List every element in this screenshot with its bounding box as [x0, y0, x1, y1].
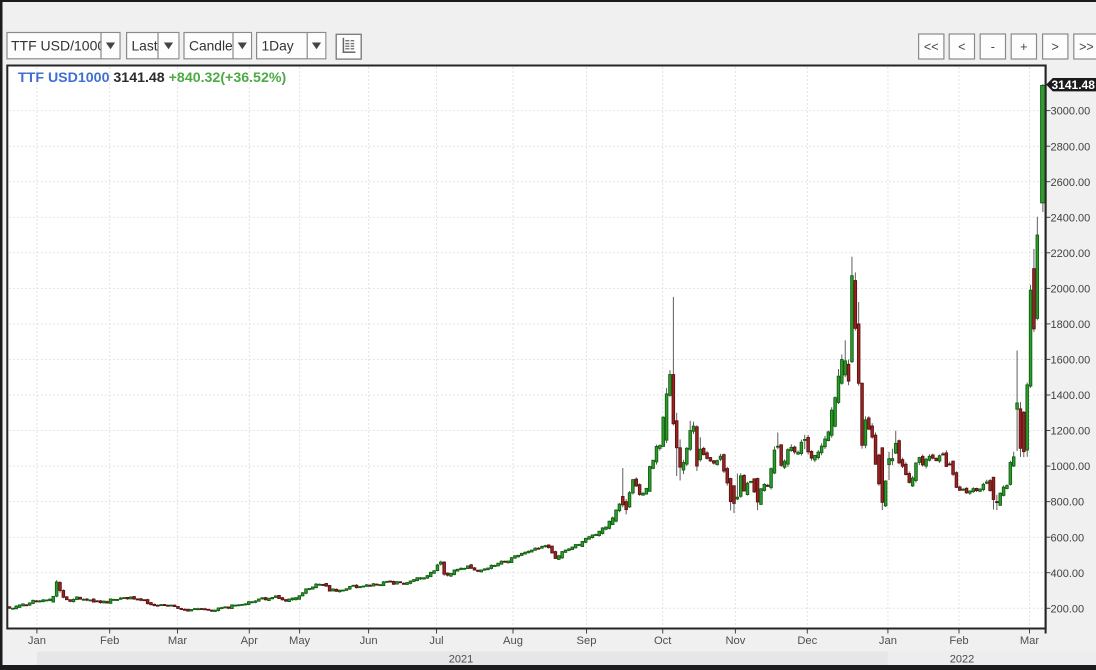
svg-text:1400.00: 1400.00: [1051, 390, 1091, 402]
svg-text:Aug: Aug: [503, 635, 523, 647]
svg-text:3000.00: 3000.00: [1051, 106, 1091, 118]
svg-text:<<: <<: [924, 40, 939, 54]
svg-text:2000.00: 2000.00: [1051, 284, 1091, 296]
svg-text:<: <: [958, 40, 965, 54]
svg-text:800.00: 800.00: [1051, 497, 1085, 509]
svg-text:Nov: Nov: [725, 635, 745, 647]
svg-text:+: +: [1020, 40, 1027, 54]
svg-text:Jun: Jun: [360, 635, 378, 647]
svg-text:Feb: Feb: [949, 635, 968, 647]
svg-text:>: >: [1052, 40, 1059, 54]
svg-text:2021: 2021: [449, 654, 473, 666]
svg-text:Mar: Mar: [168, 635, 188, 647]
svg-text:400.00: 400.00: [1051, 568, 1085, 580]
svg-text:1Day: 1Day: [262, 39, 294, 54]
svg-text:2400.00: 2400.00: [1051, 212, 1091, 224]
svg-text:2800.00: 2800.00: [1051, 141, 1091, 153]
svg-text:600.00: 600.00: [1051, 532, 1085, 544]
svg-text:Jan: Jan: [879, 635, 897, 647]
svg-text:Mar: Mar: [1020, 635, 1040, 647]
svg-text:2600.00: 2600.00: [1051, 177, 1091, 189]
svg-text:Oct: Oct: [654, 635, 672, 647]
svg-text:>>: >>: [1079, 40, 1094, 54]
svg-text:Feb: Feb: [100, 635, 119, 647]
svg-text:3141.48: 3141.48: [1052, 78, 1096, 92]
svg-text:2200.00: 2200.00: [1051, 248, 1091, 260]
svg-text:Jul: Jul: [429, 635, 443, 647]
svg-text:1200.00: 1200.00: [1051, 426, 1091, 438]
svg-text:1000.00: 1000.00: [1051, 461, 1091, 473]
svg-text:-: -: [991, 40, 995, 54]
svg-text:Sep: Sep: [577, 635, 597, 647]
svg-text:Apr: Apr: [241, 635, 259, 647]
svg-text:TTF USD/1000: TTF USD/1000: [11, 38, 105, 54]
svg-text:Last: Last: [132, 39, 158, 54]
svg-text:Jan: Jan: [28, 635, 46, 647]
svg-text:200.00: 200.00: [1051, 603, 1085, 615]
svg-text:2022: 2022: [950, 654, 974, 666]
svg-text:TTF USD1000 3141.48 +840.32(+3: TTF USD1000 3141.48 +840.32(+36.52%): [18, 70, 286, 86]
svg-text:Candle: Candle: [189, 39, 233, 54]
svg-text:May: May: [289, 635, 311, 647]
svg-text:1800.00: 1800.00: [1051, 319, 1091, 331]
svg-text:1600.00: 1600.00: [1051, 355, 1091, 367]
svg-text:Dec: Dec: [797, 635, 817, 647]
